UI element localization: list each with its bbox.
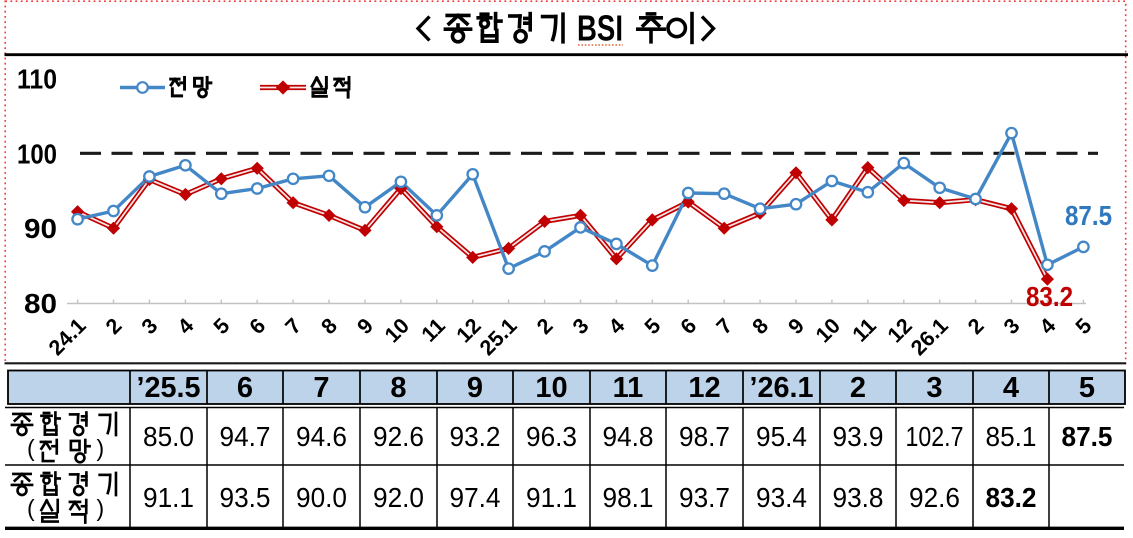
svg-text:90: 90	[24, 213, 57, 244]
svg-text:90.0: 90.0	[296, 482, 347, 513]
svg-text:(: (	[27, 435, 35, 461]
svg-text:93.9: 93.9	[833, 421, 884, 452]
svg-text:): )	[97, 435, 105, 461]
svg-text:7: 7	[313, 372, 329, 404]
svg-text:100: 100	[17, 138, 57, 169]
svg-text:10: 10	[535, 372, 567, 404]
svg-text:97.4: 97.4	[450, 482, 501, 513]
svg-text:95.4: 95.4	[756, 421, 807, 452]
svg-text:11: 11	[613, 372, 644, 404]
svg-text:98.7: 98.7	[679, 421, 730, 452]
svg-text:102.7: 102.7	[906, 421, 964, 452]
svg-text:(: (	[27, 495, 35, 521]
svg-text:9: 9	[467, 372, 483, 404]
svg-text:4: 4	[1003, 372, 1019, 404]
svg-text:): )	[97, 495, 105, 521]
svg-text:85.0: 85.0	[143, 421, 194, 452]
svg-text:93.5: 93.5	[220, 482, 271, 513]
svg-text:96.3: 96.3	[526, 421, 577, 452]
svg-text:83.2: 83.2	[1026, 281, 1073, 312]
svg-text:93.2: 93.2	[450, 421, 501, 452]
svg-text:80: 80	[24, 288, 57, 319]
svg-text:110: 110	[17, 64, 57, 95]
svg-text:91.1: 91.1	[143, 482, 194, 513]
svg-text:87.5: 87.5	[1065, 200, 1112, 231]
svg-text:93.7: 93.7	[679, 482, 730, 513]
svg-text:5: 5	[1079, 372, 1095, 404]
svg-text:6: 6	[237, 372, 253, 404]
svg-text:91.1: 91.1	[526, 482, 577, 513]
svg-text:12: 12	[688, 372, 720, 404]
svg-text:2: 2	[850, 372, 866, 404]
svg-text:92.0: 92.0	[373, 482, 424, 513]
svg-text:98.1: 98.1	[603, 482, 654, 513]
svg-text:94.8: 94.8	[603, 421, 654, 452]
svg-text:8: 8	[390, 372, 406, 404]
svg-text:’25.5: ’25.5	[137, 372, 201, 404]
svg-text:85.1: 85.1	[986, 421, 1037, 452]
svg-text:’26.1: ’26.1	[750, 372, 814, 404]
svg-text:94.6: 94.6	[296, 421, 347, 452]
svg-text:3: 3	[926, 372, 942, 404]
svg-text:93.8: 93.8	[833, 482, 884, 513]
svg-text:BSI: BSI	[577, 8, 623, 49]
svg-text:87.5: 87.5	[1062, 421, 1113, 452]
svg-text:94.7: 94.7	[220, 421, 271, 452]
svg-text:83.2: 83.2	[986, 482, 1037, 513]
svg-text:92.6: 92.6	[373, 421, 424, 452]
svg-text:92.6: 92.6	[909, 482, 960, 513]
svg-text:93.4: 93.4	[756, 482, 807, 513]
